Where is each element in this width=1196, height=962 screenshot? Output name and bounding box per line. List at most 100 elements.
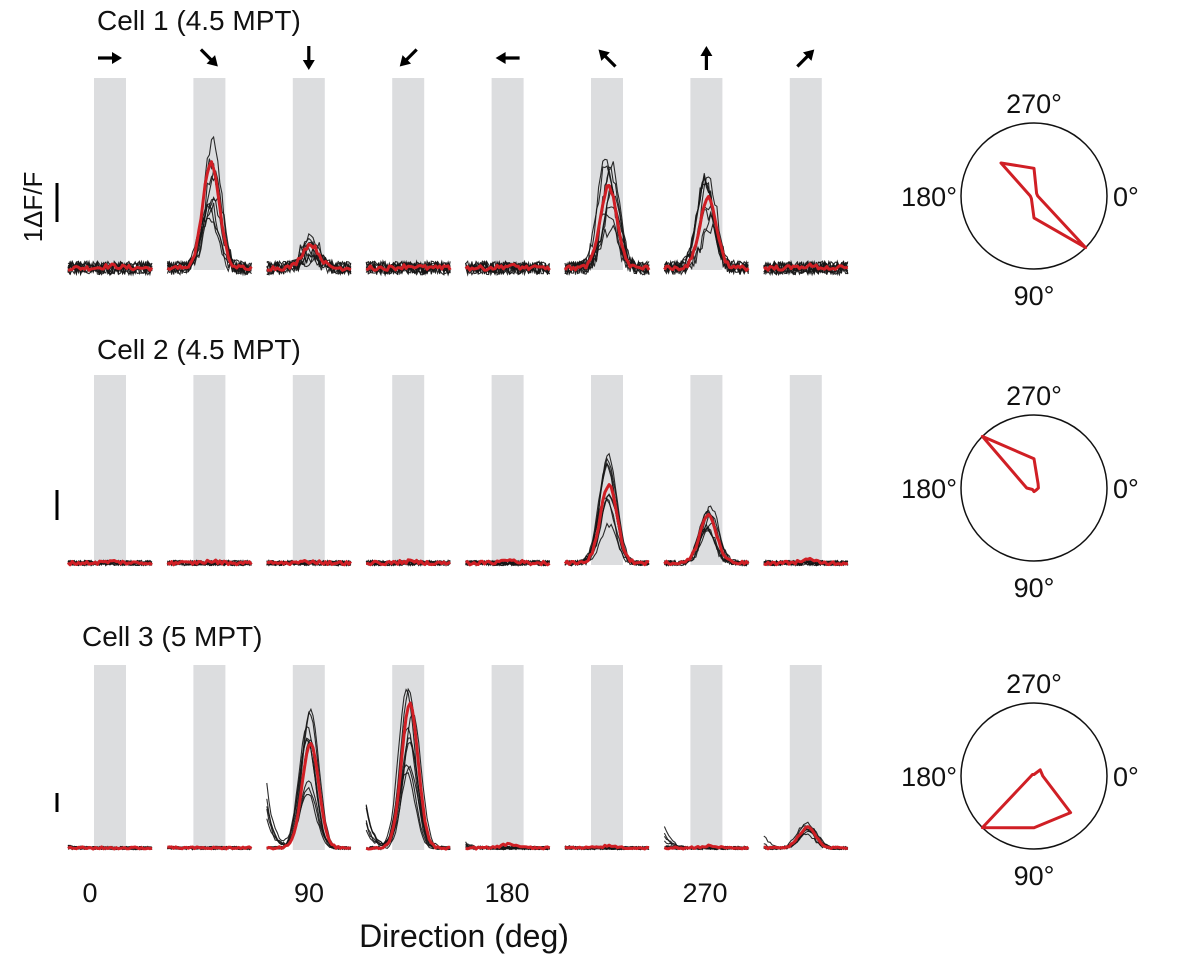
cell-3-panel-45 bbox=[167, 665, 253, 851]
x-tick-label-90: 90 bbox=[294, 878, 324, 908]
cell-2-panel-315 bbox=[763, 375, 849, 567]
mean-trace bbox=[67, 262, 154, 272]
mean-trace bbox=[465, 841, 551, 851]
stimulus-bar bbox=[491, 78, 524, 270]
mean-trace bbox=[763, 825, 848, 851]
cell-3-panel-315 bbox=[763, 665, 849, 851]
cell-1-panel-0 bbox=[67, 78, 154, 277]
mean-trace bbox=[663, 843, 750, 851]
cell-1-panel-225 bbox=[563, 78, 651, 276]
cell-3-panel-180 bbox=[465, 665, 551, 851]
mean-trace bbox=[464, 262, 551, 272]
cell-3-polar-plot bbox=[960, 702, 1108, 850]
mean-trace bbox=[365, 263, 452, 272]
cell-3-row bbox=[55, 665, 1108, 851]
cell-2-panel-270 bbox=[663, 375, 750, 567]
cell-2-panel-0 bbox=[66, 375, 153, 567]
polar-axis-circle bbox=[960, 702, 1108, 850]
stimulus-bar bbox=[392, 78, 425, 270]
stimulus-bar bbox=[491, 665, 524, 850]
cell-2-panel-225 bbox=[563, 375, 650, 567]
trial-trace bbox=[365, 260, 451, 277]
mean-trace bbox=[564, 843, 650, 851]
cell-3-polar-label-180: 180° bbox=[901, 762, 957, 792]
cell-1-polar-label-270: 270° bbox=[1006, 89, 1062, 119]
stimulus-bar bbox=[789, 375, 822, 565]
cell-3-polar-label-0: 0° bbox=[1113, 762, 1139, 792]
cell-3-panel-90 bbox=[266, 665, 352, 851]
trial-trace bbox=[166, 215, 252, 276]
cell-1-panel-270 bbox=[663, 78, 750, 276]
polar-axis-circle bbox=[960, 122, 1108, 270]
mean-trace bbox=[763, 556, 849, 567]
cell-1-polar-plot bbox=[960, 122, 1108, 270]
stimulus-bar bbox=[193, 665, 226, 850]
x-axis-title: Direction (deg) bbox=[359, 918, 569, 954]
stimulus-bar bbox=[690, 665, 723, 850]
cell-2-polar-plot bbox=[960, 414, 1108, 562]
mean-trace bbox=[663, 195, 750, 272]
x-tick-label-0: 0 bbox=[82, 878, 97, 908]
stimulus-bar bbox=[491, 375, 524, 565]
arrow-up-icon bbox=[700, 46, 713, 70]
mean-trace bbox=[365, 701, 451, 851]
cell-1-panel-315 bbox=[763, 78, 849, 277]
cell-1-title: Cell 1 (4.5 MPT) bbox=[97, 5, 301, 36]
arrow-up-left-icon bbox=[598, 49, 617, 68]
trial-trace bbox=[564, 213, 650, 275]
mean-trace bbox=[66, 559, 153, 567]
cell-2-panel-90 bbox=[266, 375, 352, 567]
cell-3-panel-270 bbox=[663, 665, 750, 851]
cell-1-polar-label-90: 90° bbox=[1014, 281, 1055, 311]
cell-2-panel-45 bbox=[166, 375, 253, 567]
cell-1-panel-180 bbox=[464, 78, 551, 277]
cell-2-panel-135 bbox=[365, 375, 451, 567]
mean-trace bbox=[763, 262, 849, 272]
trial-trace bbox=[166, 158, 252, 274]
cell-1-polar-label-0: 0° bbox=[1113, 182, 1139, 212]
mean-trace bbox=[465, 558, 551, 567]
stimulus-bar bbox=[94, 665, 126, 850]
cell-1-panel-45 bbox=[166, 78, 253, 277]
cell-1-panel-135 bbox=[365, 78, 452, 277]
arrow-right-icon bbox=[98, 52, 122, 64]
mean-trace bbox=[266, 742, 351, 851]
cell-3-polar-label-90: 90° bbox=[1014, 861, 1055, 891]
mean-trace bbox=[167, 845, 253, 851]
stimulus-bar bbox=[292, 375, 325, 565]
x-tick-label-180: 180 bbox=[484, 878, 529, 908]
cell-3-panel-225 bbox=[564, 665, 650, 851]
arrow-up-right-icon bbox=[796, 49, 815, 68]
trial-trace bbox=[763, 259, 849, 277]
arrow-left-icon bbox=[495, 52, 520, 64]
polar-tuning-curve bbox=[980, 434, 1040, 494]
y-scale-label: 1ΔF/F bbox=[18, 172, 48, 243]
arrow-down-icon bbox=[302, 46, 315, 70]
cell-1-panel-90 bbox=[266, 78, 352, 277]
cell-3-polar-label-270: 270° bbox=[1006, 669, 1062, 699]
cell-3-panel-0 bbox=[67, 665, 153, 851]
arrow-down-left-icon bbox=[399, 48, 418, 67]
mean-trace bbox=[563, 184, 651, 272]
trial-trace bbox=[266, 254, 352, 275]
stimulus-bar bbox=[392, 375, 425, 565]
cell-2-polar-label-270: 270° bbox=[1006, 381, 1062, 411]
mean-trace bbox=[166, 558, 253, 567]
polar-axis-circle bbox=[960, 414, 1108, 562]
cell-1-row bbox=[55, 78, 1108, 277]
cell-1-polar-label-180: 180° bbox=[901, 182, 957, 212]
x-tick-label-270: 270 bbox=[682, 878, 727, 908]
cell-2-title: Cell 2 (4.5 MPT) bbox=[97, 334, 301, 365]
cell-2-panel-180 bbox=[465, 375, 551, 567]
mean-trace bbox=[365, 558, 451, 567]
cell-2-row bbox=[55, 375, 1108, 567]
trial-trace bbox=[564, 187, 650, 276]
mean-trace bbox=[67, 845, 153, 851]
mean-trace bbox=[166, 160, 253, 272]
cell-2-polar-label-180: 180° bbox=[901, 474, 957, 504]
mean-trace bbox=[563, 483, 650, 567]
stimulus-bar bbox=[193, 375, 226, 565]
polar-tuning-curve bbox=[999, 161, 1088, 250]
mean-trace bbox=[663, 513, 750, 566]
